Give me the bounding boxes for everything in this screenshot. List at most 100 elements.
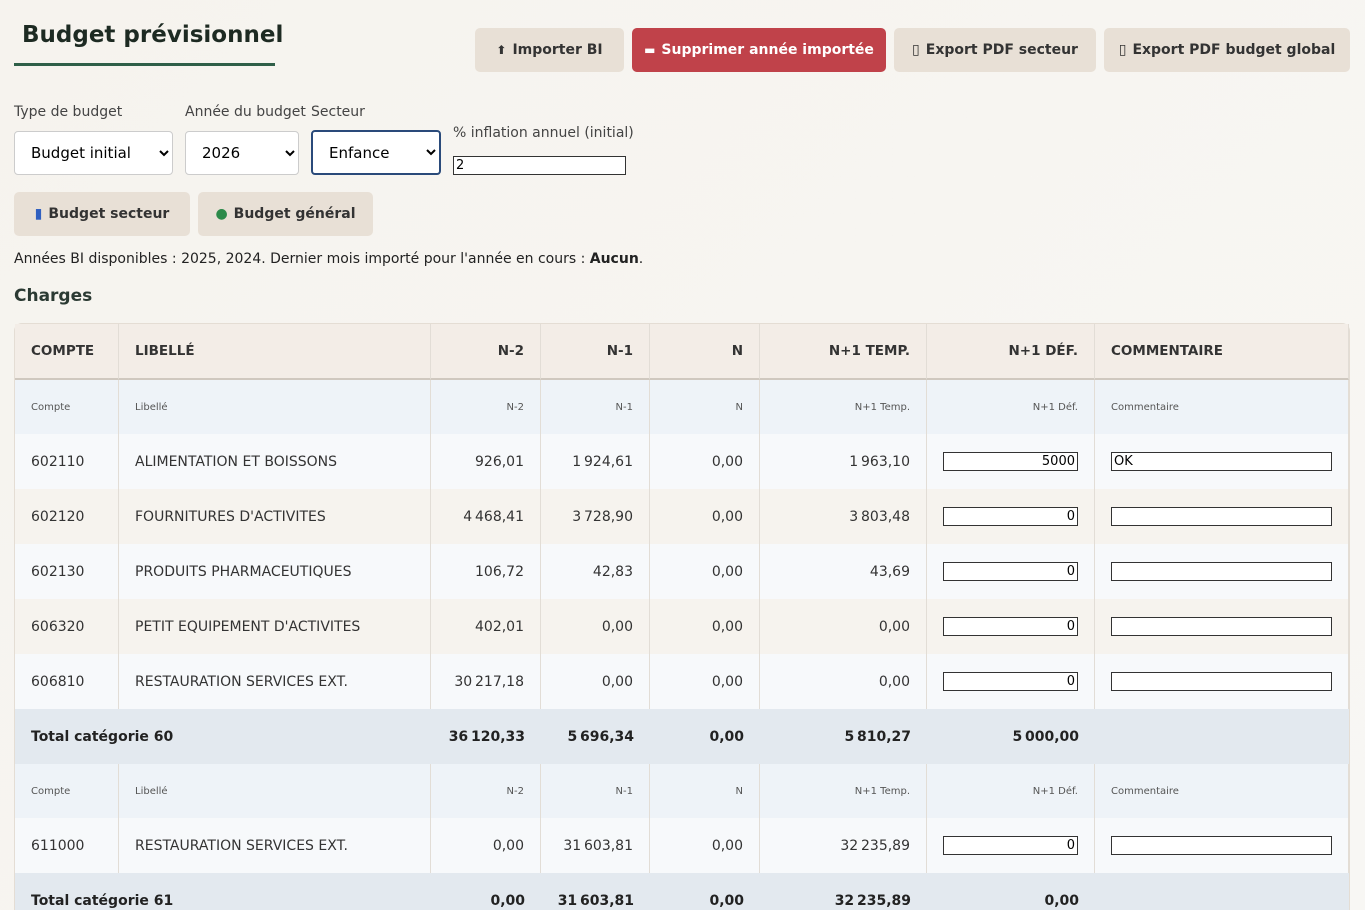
- cell-compte: 611000: [15, 818, 119, 873]
- data-row: 602120 FOURNITURES D'ACTIVITES 4 468,41 3 7…: [15, 489, 1349, 544]
- total-label: Total catégorie 60: [15, 709, 431, 764]
- inflation-input[interactable]: [453, 156, 626, 175]
- total-row: Total catégorie 61 0,00 31 603,81 0,00 32 23…: [15, 873, 1349, 910]
- cell-n: 0,00: [650, 434, 760, 489]
- delete-button[interactable]: ▬ Supprimer année importée: [632, 28, 886, 72]
- filter-label: Année du budget: [185, 104, 306, 120]
- total-temp: 32 235,89: [760, 873, 927, 910]
- cell-n1: 42,83: [541, 544, 650, 599]
- cell-libelle: RESTAURATION SERVICES EXT.: [119, 654, 431, 709]
- subheader-row: Compte Libellé N-2 N-1 N N+1 Temp. N+1 Déf. Com…: [15, 380, 1349, 434]
- subheader-cell: Compte: [15, 380, 119, 434]
- comment-input[interactable]: [1111, 452, 1332, 471]
- column-header: N-1: [541, 324, 650, 380]
- sector-select[interactable]: Enfance: [311, 130, 441, 175]
- info-strong: Aucun: [589, 251, 639, 267]
- total-n2: 0,00: [431, 873, 541, 910]
- def-input[interactable]: [943, 562, 1078, 581]
- import-button[interactable]: ⬆ Importer BI: [475, 28, 624, 72]
- cell-comment: [1095, 489, 1349, 544]
- cell-def: [927, 544, 1095, 599]
- def-input[interactable]: [943, 836, 1078, 855]
- total-n1: 5 696,34: [541, 709, 650, 764]
- cell-temp: 0,00: [760, 599, 927, 654]
- subheader-cell: Commentaire: [1095, 764, 1349, 818]
- total-n: 0,00: [650, 873, 760, 910]
- total-row: Total catégorie 60 36 120,33 5 696,34 0,00 5…: [15, 709, 1349, 764]
- subheader-cell: N-2: [431, 380, 541, 434]
- cell-n: 0,00: [650, 818, 760, 873]
- cell-n: 0,00: [650, 544, 760, 599]
- cell-n1: 31 603,81: [541, 818, 650, 873]
- button-label: Export PDF secteur: [925, 42, 1078, 58]
- def-input[interactable]: [943, 452, 1078, 471]
- cell-temp: 32 235,89: [760, 818, 927, 873]
- comment-input[interactable]: [1111, 617, 1332, 636]
- cell-comment: [1095, 544, 1349, 599]
- cell-def: [927, 489, 1095, 544]
- export-sector-button[interactable]: ▯ Export PDF secteur: [894, 28, 1096, 72]
- cell-compte: 602110: [15, 434, 119, 489]
- total-n: 0,00: [650, 709, 760, 764]
- subheader-cell: Libellé: [119, 380, 431, 434]
- subheader-cell: N: [650, 380, 760, 434]
- def-input[interactable]: [943, 617, 1078, 636]
- subheader-cell: N+1 Déf.: [927, 764, 1095, 818]
- header-row: COMPTE LIBELLÉ N-2 N-1 N N+1 TEMP. N+1 DÉF. COM…: [15, 324, 1349, 380]
- column-header: N: [650, 324, 760, 380]
- column-header: N+1 TEMP.: [760, 324, 927, 380]
- subheader-cell: Compte: [15, 764, 119, 818]
- year-select[interactable]: 2026: [185, 131, 299, 175]
- cell-n: 0,00: [650, 599, 760, 654]
- cell-temp: 0,00: [760, 654, 927, 709]
- cell-compte: 602130: [15, 544, 119, 599]
- cell-comment: [1095, 599, 1349, 654]
- cell-compte: 606320: [15, 599, 119, 654]
- data-row: 606810 RESTAURATION SERVICES EXT. 30 217,1…: [15, 654, 1349, 709]
- comment-input[interactable]: [1111, 562, 1332, 581]
- def-input[interactable]: [943, 672, 1078, 691]
- filter-label: Secteur: [311, 104, 365, 120]
- cell-temp: 43,69: [760, 544, 927, 599]
- info-text: Années BI disponibles : 2025, 2024. Dern…: [14, 251, 590, 267]
- title-text: Budget prévisionnel: [22, 22, 284, 48]
- column-header: N+1 DÉF.: [927, 324, 1095, 380]
- cell-comment: [1095, 818, 1349, 873]
- subheader-cell: N+1 Déf.: [927, 380, 1095, 434]
- filter-label: % inflation annuel (initial): [453, 125, 634, 141]
- budget-table: COMPTE LIBELLÉ N-2 N-1 N N+1 TEMP. N+1 DÉF. COM…: [14, 323, 1350, 910]
- cell-n1: 0,00: [541, 654, 650, 709]
- cell-comment: [1095, 434, 1349, 489]
- cell-libelle: FOURNITURES D'ACTIVITES: [119, 489, 431, 544]
- total-empty: [1095, 709, 1349, 764]
- cell-n2: 926,01: [431, 434, 541, 489]
- sector-view-button[interactable]: ▮ Budget secteur: [14, 192, 190, 236]
- cell-def: [927, 599, 1095, 654]
- cell-libelle: PRODUITS PHARMACEUTIQUES: [119, 544, 431, 599]
- cell-libelle: PETIT EQUIPEMENT D'ACTIVITES: [119, 599, 431, 654]
- filter-label: Type de budget: [14, 104, 123, 120]
- subheader-cell: N-1: [541, 380, 650, 434]
- cell-compte: 606810: [15, 654, 119, 709]
- total-n2: 36 120,33: [431, 709, 541, 764]
- comment-input[interactable]: [1111, 672, 1332, 691]
- export-global-button[interactable]: ▯ Export PDF budget global: [1104, 28, 1350, 72]
- subheader-cell: N+1 Temp.: [760, 764, 927, 818]
- total-temp: 5 810,27: [760, 709, 927, 764]
- subheader-cell: N+1 Temp.: [760, 380, 927, 434]
- data-row: 611000 RESTAURATION SERVICES EXT. 0,00 31 6…: [15, 818, 1349, 873]
- comment-input[interactable]: [1111, 836, 1332, 855]
- global-view-button[interactable]: ● Budget général: [198, 192, 373, 236]
- subheader-cell: N: [650, 764, 760, 818]
- cell-n2: 402,01: [431, 599, 541, 654]
- section-title: Charges: [14, 286, 93, 306]
- def-input[interactable]: [943, 507, 1078, 526]
- budget-type-select[interactable]: Budget initial: [14, 131, 173, 175]
- button-label: Budget général: [233, 206, 356, 222]
- button-label: Export PDF budget global: [1132, 42, 1336, 58]
- cell-temp: 1 963,10: [760, 434, 927, 489]
- cell-libelle: RESTAURATION SERVICES EXT.: [119, 818, 431, 873]
- comment-input[interactable]: [1111, 507, 1332, 526]
